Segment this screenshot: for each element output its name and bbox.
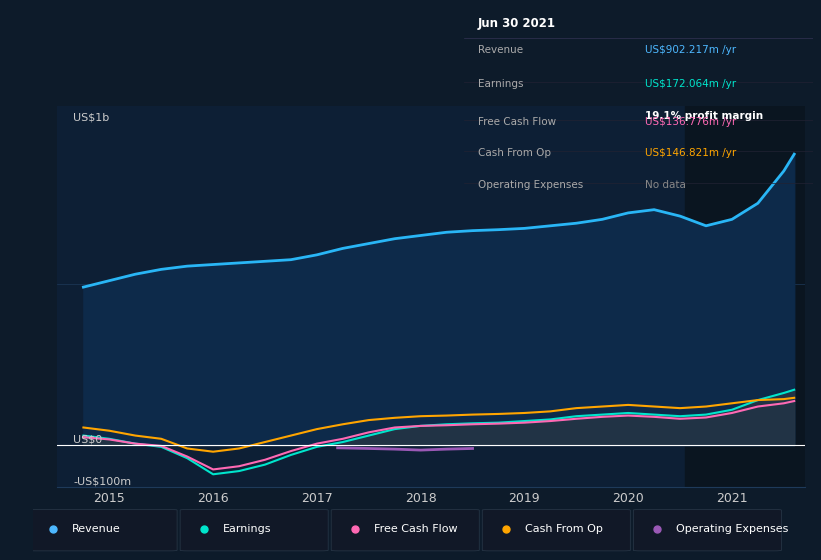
Text: Revenue: Revenue xyxy=(72,524,121,534)
Text: Revenue: Revenue xyxy=(478,45,523,55)
Text: 19.1% profit margin: 19.1% profit margin xyxy=(645,111,764,120)
Text: No data: No data xyxy=(645,180,686,190)
Text: Earnings: Earnings xyxy=(223,524,272,534)
Text: US$902.217m /yr: US$902.217m /yr xyxy=(645,45,736,55)
Text: Cash From Op: Cash From Op xyxy=(478,148,551,158)
Text: US$146.821m /yr: US$146.821m /yr xyxy=(645,148,736,158)
FancyBboxPatch shape xyxy=(29,510,177,551)
FancyBboxPatch shape xyxy=(482,510,631,551)
FancyBboxPatch shape xyxy=(331,510,479,551)
Text: Operating Expenses: Operating Expenses xyxy=(677,524,789,534)
Text: US$0: US$0 xyxy=(73,435,103,445)
Bar xyxy=(686,106,815,487)
Text: US$1b: US$1b xyxy=(73,113,109,123)
Text: Earnings: Earnings xyxy=(478,79,523,89)
FancyBboxPatch shape xyxy=(180,510,328,551)
Text: Free Cash Flow: Free Cash Flow xyxy=(374,524,458,534)
Text: -US$100m: -US$100m xyxy=(73,477,131,487)
Text: Operating Expenses: Operating Expenses xyxy=(478,180,583,190)
Text: Free Cash Flow: Free Cash Flow xyxy=(478,116,556,127)
Text: US$136.776m /yr: US$136.776m /yr xyxy=(645,116,736,127)
Text: Jun 30 2021: Jun 30 2021 xyxy=(478,17,556,30)
Text: Cash From Op: Cash From Op xyxy=(525,524,603,534)
FancyBboxPatch shape xyxy=(633,510,782,551)
Text: US$172.064m /yr: US$172.064m /yr xyxy=(645,79,736,89)
